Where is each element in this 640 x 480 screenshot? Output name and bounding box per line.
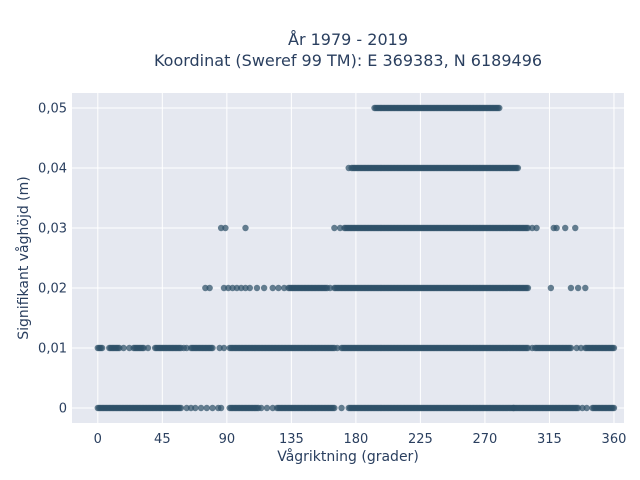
scatter-point xyxy=(336,224,344,232)
scatter-point xyxy=(242,224,249,232)
scatter-point xyxy=(338,404,345,412)
scatter-point xyxy=(222,224,229,232)
scatter-point xyxy=(269,404,276,412)
scatter-point xyxy=(177,404,185,412)
scatter-point xyxy=(126,344,133,352)
x-tick-label: 45 xyxy=(154,432,171,447)
y-tick-label: 0,04 xyxy=(38,162,67,177)
scatter-points xyxy=(94,104,618,412)
scatter-point xyxy=(496,104,503,112)
scatter-point xyxy=(260,284,268,292)
scatter-point xyxy=(326,284,334,292)
scatter-point xyxy=(246,284,253,292)
x-tick-label: 360 xyxy=(602,432,627,447)
y-axis-title: Signifikant våghöjd (m) xyxy=(15,176,32,339)
scatter-point xyxy=(220,344,228,352)
scatter-point xyxy=(553,224,560,232)
scatter-point xyxy=(514,164,522,172)
scatter-point xyxy=(192,404,199,412)
y-tick-label: 0,02 xyxy=(38,282,67,297)
scatter-point xyxy=(574,284,582,292)
scatter-point xyxy=(209,344,216,352)
y-tick-labels: 0 0,01 0,02 0,03 0,04 0,05 xyxy=(38,102,67,417)
chart-title-line-2: Koordinat (Sweref 99 TM): E 369383, N 61… xyxy=(154,51,542,70)
scatter-point xyxy=(562,224,569,232)
x-tick-labels: 0 45 90 135 180 225 270 315 360 xyxy=(94,432,627,447)
scatter-point xyxy=(567,284,575,292)
scatter-point xyxy=(269,284,276,292)
x-tick-label: 270 xyxy=(473,432,498,447)
chart-title-line-1: År 1979 - 2019 xyxy=(288,30,408,49)
x-tick-label: 180 xyxy=(343,432,368,447)
scatter-point xyxy=(610,404,618,412)
scatter-point xyxy=(98,344,106,352)
scatter-point xyxy=(206,284,213,292)
scatter-point xyxy=(572,224,579,232)
x-axis-title: Vågriktning (grader) xyxy=(277,448,419,465)
plot-area xyxy=(72,93,624,423)
y-tick-label: 0 xyxy=(59,402,67,417)
scatter-point xyxy=(524,284,532,292)
scatter-point xyxy=(258,404,265,412)
scatter-point xyxy=(183,344,190,352)
x-tick-label: 135 xyxy=(279,432,304,447)
x-tick-label: 315 xyxy=(537,432,562,447)
scatter-point xyxy=(345,164,352,172)
scatter-point xyxy=(281,284,288,292)
scatter-point xyxy=(331,224,338,232)
scatter-point xyxy=(577,344,585,352)
scatter-point xyxy=(253,284,261,292)
x-tick-label: 0 xyxy=(94,432,102,447)
y-tick-label: 0,01 xyxy=(38,342,67,357)
scatter-point xyxy=(529,344,536,352)
scatter-point xyxy=(567,344,575,352)
scatter-point xyxy=(217,404,225,412)
scatter-point xyxy=(197,404,205,412)
scatter-point xyxy=(334,344,341,352)
scatter-point xyxy=(547,284,555,292)
y-tick-label: 0,03 xyxy=(38,222,67,237)
scatter-point xyxy=(533,224,540,232)
scatter-point xyxy=(120,344,127,352)
scatter-point xyxy=(209,404,216,412)
x-tick-label: 225 xyxy=(408,432,433,447)
scatter-point xyxy=(144,344,152,352)
scatter-point xyxy=(331,404,338,412)
scatter-point xyxy=(583,404,590,412)
scatter-point xyxy=(610,344,618,352)
x-tick-label: 90 xyxy=(219,432,236,447)
scatter-point xyxy=(582,284,589,292)
scatter-point xyxy=(203,404,210,412)
y-tick-label: 0,05 xyxy=(38,102,67,117)
scatter-point xyxy=(263,404,271,412)
scatter-point xyxy=(275,284,282,292)
